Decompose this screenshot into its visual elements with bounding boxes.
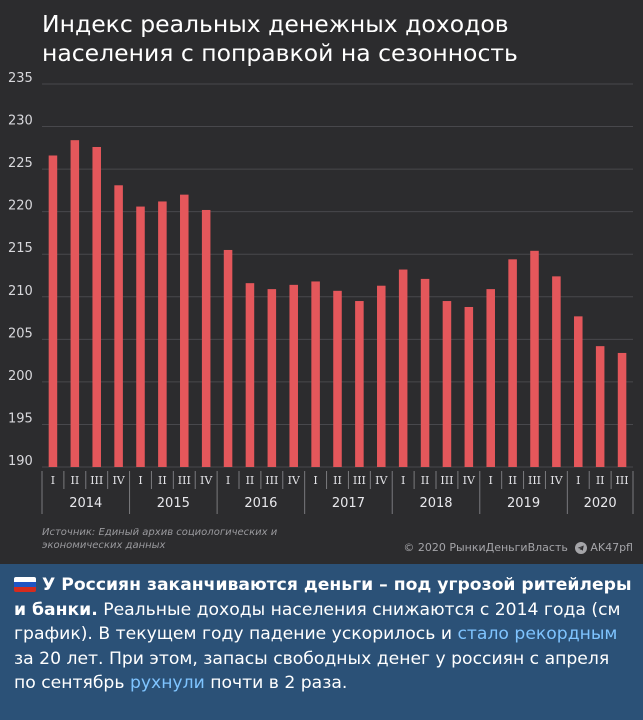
bar-6 xyxy=(158,201,167,467)
telegram-icon xyxy=(574,542,587,554)
x-tick-label-12: IV xyxy=(288,474,301,487)
bar-26 xyxy=(595,346,605,467)
year-label-2015: 2015 xyxy=(157,496,190,511)
x-tick-label-16: IV xyxy=(375,474,388,487)
chart-panel: Индекс реальных денежных доходов населен… xyxy=(8,10,634,554)
y-tick-label-235: 235 xyxy=(8,71,33,86)
y-tick-label-225: 225 xyxy=(8,156,33,171)
bar-15 xyxy=(355,301,364,467)
x-tick-label-21: I xyxy=(489,474,493,487)
x-tick-label-7: III xyxy=(178,474,191,487)
channel-name: AK47pfl xyxy=(590,541,633,554)
x-tick-label-22: II xyxy=(508,474,517,487)
x-tick-label-18: II xyxy=(421,474,430,487)
bar-8 xyxy=(201,209,211,467)
y-tick-label-230: 230 xyxy=(8,114,33,129)
bar-20 xyxy=(464,306,474,467)
x-tick-label-25: I xyxy=(576,474,580,487)
bar-21 xyxy=(486,289,495,467)
x-tick-label-2: II xyxy=(70,474,79,487)
x-tick-label-26: II xyxy=(596,474,605,487)
y-tick-label-200: 200 xyxy=(8,369,33,384)
chart-title: Индекс реальных денежных доходов населен… xyxy=(42,10,518,67)
year-label-2019: 2019 xyxy=(507,496,540,511)
bar-1 xyxy=(48,155,58,467)
x-tick-label-27: III xyxy=(616,474,629,487)
year-label-2016: 2016 xyxy=(244,496,277,511)
bar-27 xyxy=(617,352,627,467)
bar-5 xyxy=(136,206,145,467)
bar-4 xyxy=(114,185,123,467)
bar-7 xyxy=(180,194,189,467)
x-tick-label-19: III xyxy=(440,474,453,487)
credits: © 2020 РынкиДеньгиВласть AK47pfl xyxy=(403,541,633,554)
post-panel: У Россиян заканчиваются деньги – под угр… xyxy=(0,564,643,720)
post-text-1: Реальные доходы населения снижаются с 20… xyxy=(14,599,621,645)
x-tick-label-14: II xyxy=(333,474,342,487)
year-label-2017: 2017 xyxy=(332,496,365,511)
post-text-3: почти в 2 раза. xyxy=(204,673,348,693)
bar-2 xyxy=(70,140,80,467)
x-tick-label-20: IV xyxy=(463,474,476,487)
y-tick-label-210: 210 xyxy=(8,284,33,299)
y-tick-label-190: 190 xyxy=(8,454,33,469)
year-label-2014: 2014 xyxy=(69,496,102,511)
bar-23 xyxy=(530,250,539,467)
source-note: Источник: Единый архив социологических и… xyxy=(42,527,278,551)
x-tick-label-8: IV xyxy=(200,474,213,487)
post-headline: У Россиян заканчиваются деньги – под угр… xyxy=(14,575,632,620)
bar-14 xyxy=(333,290,342,467)
bar-10 xyxy=(245,283,255,467)
bar-16 xyxy=(377,285,386,467)
x-tick-label-9: I xyxy=(226,474,230,487)
x-tick-label-23: III xyxy=(528,474,541,487)
bar-12 xyxy=(289,284,298,467)
post-text: У Россиян заканчиваются деньги – под угр… xyxy=(14,573,634,696)
x-tick-label-24: IV xyxy=(550,474,563,487)
x-tick-label-10: II xyxy=(246,474,255,487)
year-label-2018: 2018 xyxy=(419,496,452,511)
post-link-record[interactable]: стало рекордным xyxy=(457,624,618,644)
bar-3 xyxy=(92,146,101,467)
x-tick-label-4: IV xyxy=(112,474,125,487)
y-tick-label-220: 220 xyxy=(8,199,33,214)
bar-9 xyxy=(223,249,233,467)
bar-24 xyxy=(552,276,561,467)
x-tick-label-6: II xyxy=(158,474,167,487)
post-link-collapsed[interactable]: рухнули xyxy=(129,673,205,693)
channel-credit[interactable]: AK47pfl xyxy=(574,541,633,554)
x-tick-label-5: I xyxy=(138,474,142,487)
x-tick-label-17: I xyxy=(401,474,405,487)
bar-22 xyxy=(508,259,517,467)
bar-18 xyxy=(420,278,430,467)
y-tick-label-195: 195 xyxy=(8,411,33,426)
bar-17 xyxy=(398,269,408,467)
y-tick-label-215: 215 xyxy=(8,241,33,256)
bar-25 xyxy=(574,316,583,467)
copyright-text: © 2020 РынкиДеньгиВласть xyxy=(403,541,568,554)
year-label-2020: 2020 xyxy=(584,496,617,511)
bar-11 xyxy=(267,289,277,467)
y-tick-label-205: 205 xyxy=(8,326,33,341)
x-tick-label-13: I xyxy=(313,474,317,487)
bar-13 xyxy=(311,281,320,467)
bar-19 xyxy=(442,301,452,467)
x-tick-label-1: I xyxy=(51,474,55,487)
x-tick-label-3: III xyxy=(90,474,103,487)
x-tick-label-15: III xyxy=(353,474,366,487)
russia-flag-icon xyxy=(14,577,36,592)
post-text-2: за 20 лет. При этом, запасы свободных де… xyxy=(14,648,610,694)
x-tick-label-11: III xyxy=(265,474,278,487)
